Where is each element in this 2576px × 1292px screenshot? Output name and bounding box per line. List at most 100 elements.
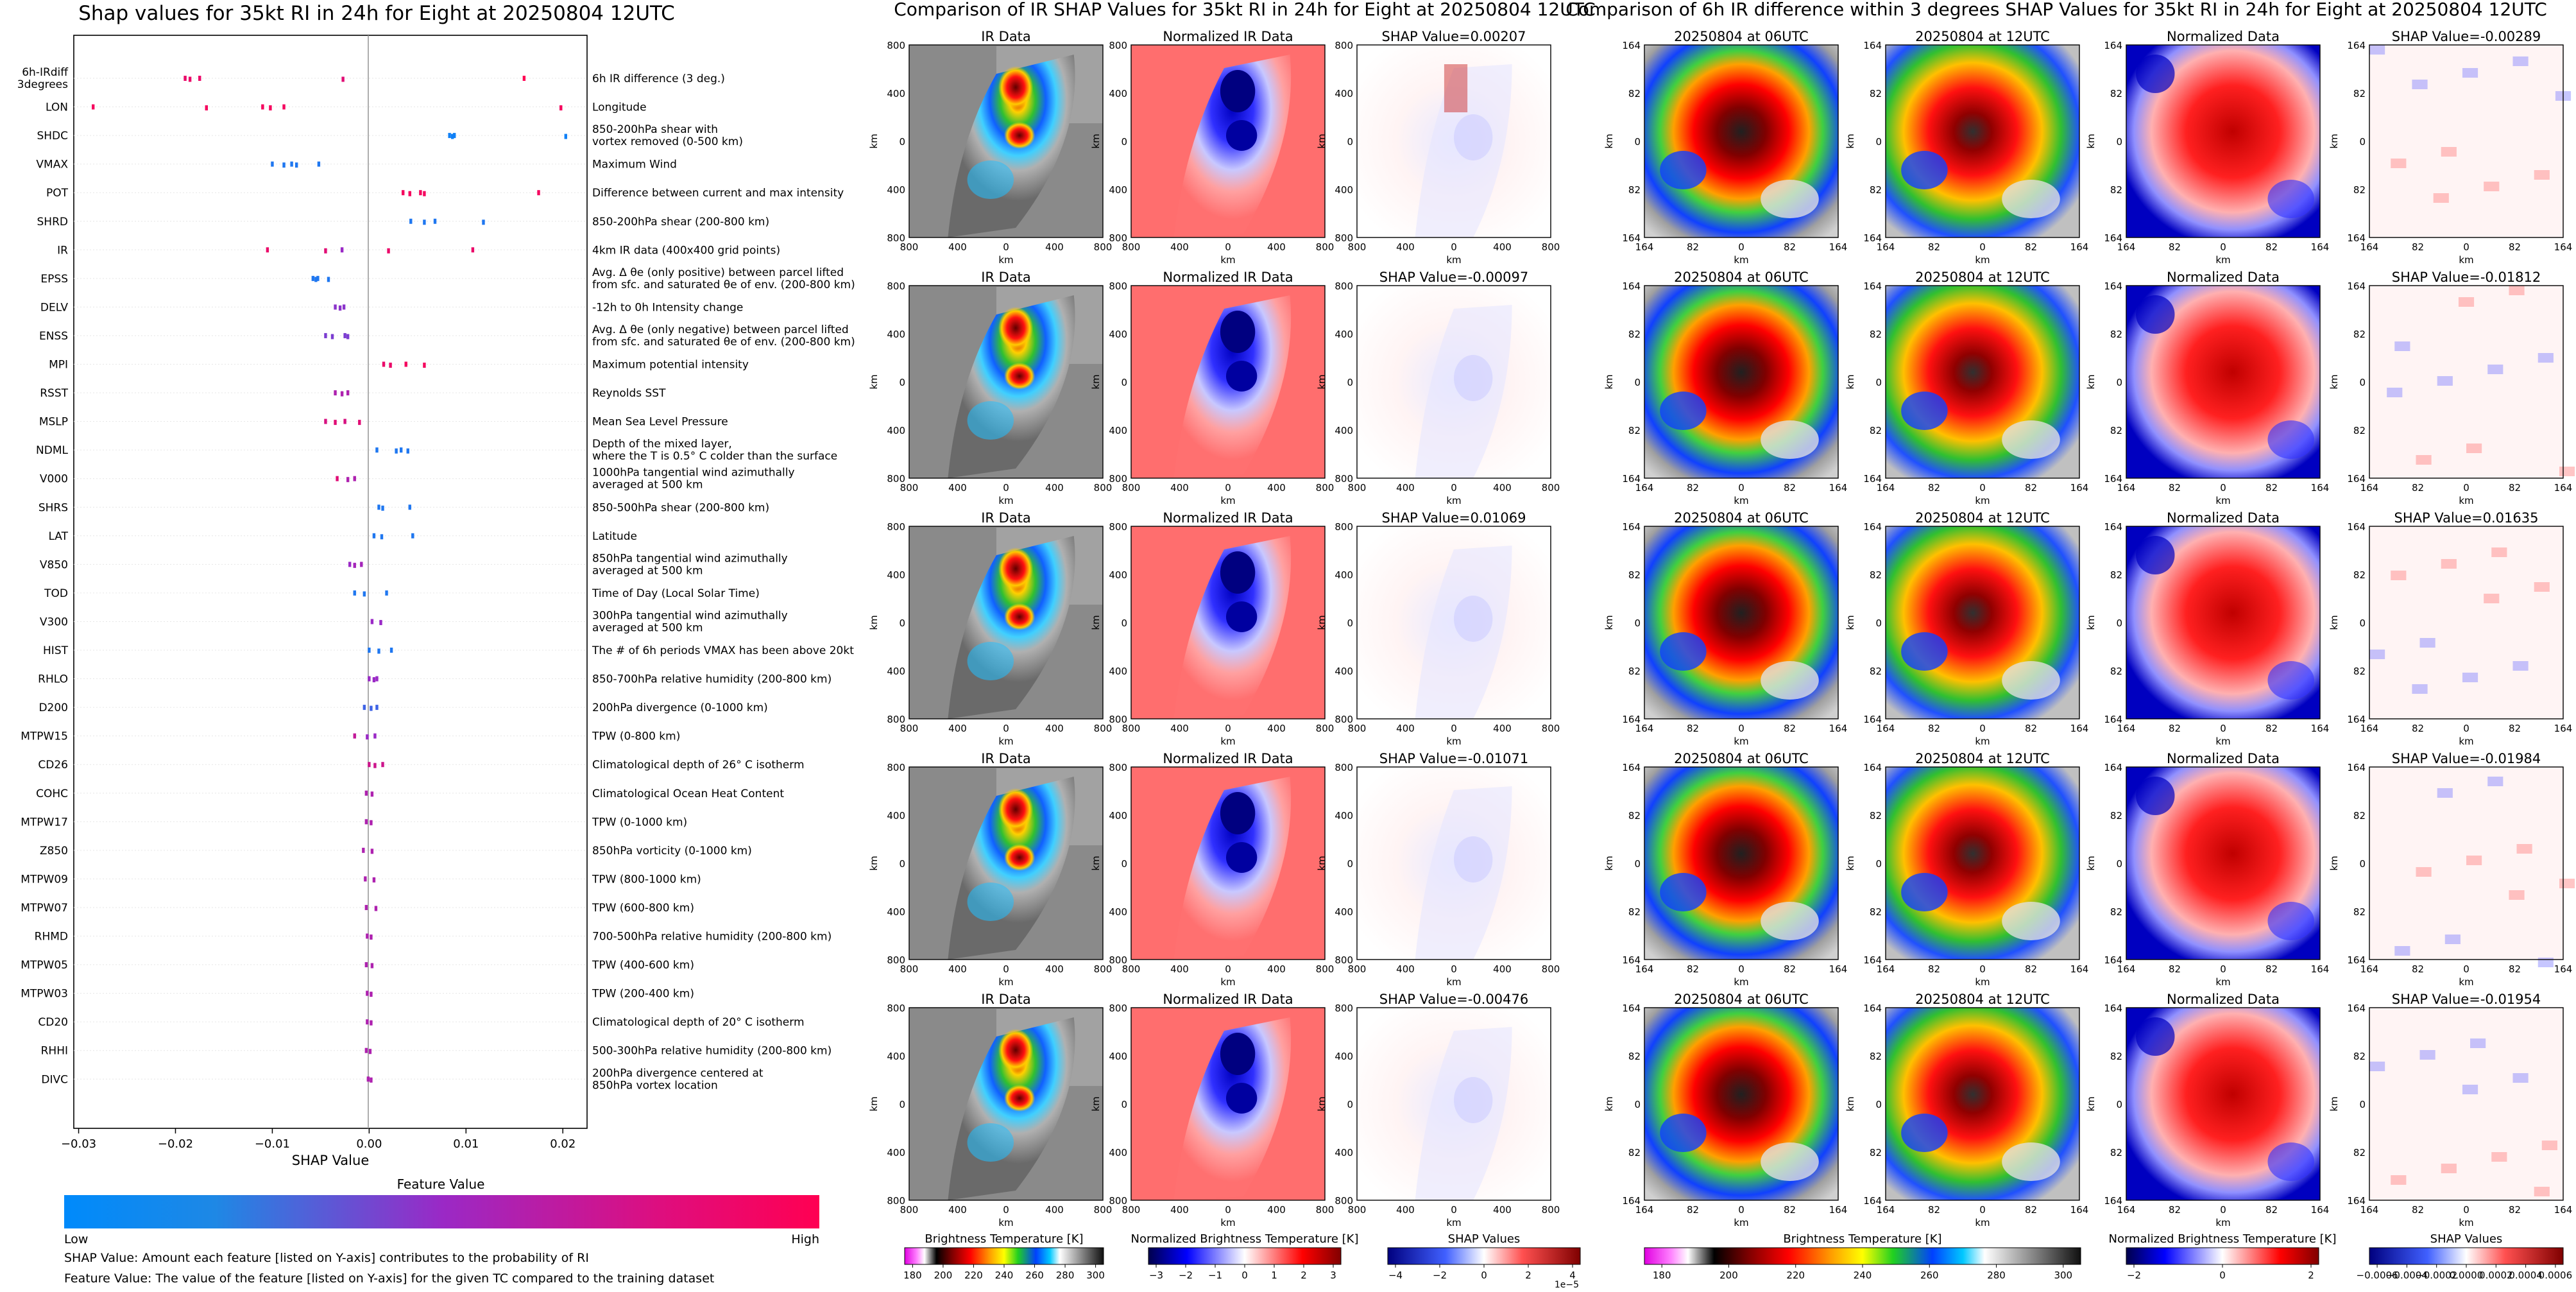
feature-code-label: DIVC [41, 1073, 68, 1086]
normalized-diff-cold [2267, 661, 2314, 700]
colorbar-gradient [1644, 1247, 2081, 1265]
x-tick-label: 0 [1451, 963, 1457, 975]
x-tick-label: 800 [1122, 241, 1141, 253]
shap-point [408, 504, 411, 510]
x-tick-label: 164 [2117, 723, 2136, 734]
shap-point [314, 277, 318, 282]
y-tick-label: 164 [1863, 954, 1882, 966]
panel-frame [1885, 285, 2080, 479]
note-shap-value: SHAP Value: Amount each feature [listed … [64, 1251, 589, 1265]
y-tick-label: 0 [2359, 858, 2366, 870]
y-tick-label: 82 [2110, 329, 2122, 340]
colorbar-tick-label: 220 [1786, 1270, 1805, 1281]
x-axis-label: km [2459, 495, 2473, 506]
x-axis-label: km [1975, 1217, 1990, 1228]
y-tick-label: 800 [887, 280, 905, 292]
shap-point [336, 476, 339, 481]
y-tick-label: 164 [2104, 762, 2122, 773]
x-tick-label: 800 [1094, 482, 1113, 494]
shap-point [370, 963, 374, 969]
x-axis-label: km [2215, 736, 2230, 747]
y-tick-label: 164 [1863, 473, 1882, 485]
diff-shap-patch [2512, 661, 2529, 671]
feature-code-label: CD20 [38, 1016, 68, 1029]
y-tick-label: 164 [1622, 473, 1641, 485]
x-axis-label: km [998, 495, 1013, 506]
y-tick-label: 164 [2104, 232, 2122, 244]
feature-code-label: POT [46, 187, 69, 200]
y-tick-label: 82 [2353, 425, 2366, 436]
colorbar-label: Brightness Temperature [K] [1783, 1232, 1941, 1246]
x-axis-label: km [2215, 495, 2230, 506]
x-tick-label: 0 [2220, 963, 2226, 975]
shap-point [450, 134, 454, 139]
colorbar-tick-label: 240 [1854, 1270, 1872, 1281]
diff-shap-patch [2369, 45, 2385, 55]
feature-code-label: MTPW09 [21, 873, 68, 886]
y-axis-label: km [868, 1096, 880, 1111]
y-tick-label: 82 [1870, 184, 1882, 196]
y-tick-label: 164 [1622, 714, 1641, 725]
diff-clear-region [2002, 661, 2060, 700]
x-tick-label: 164 [2360, 723, 2379, 734]
shap-point [411, 533, 414, 538]
colorbar-tick-label: 0.0002 [2479, 1270, 2513, 1281]
diff-shap-patch [2509, 890, 2525, 900]
x-axis-label: km [2215, 1217, 2230, 1228]
shap-point [311, 275, 315, 281]
y-tick-label: 82 [1870, 329, 1882, 340]
colorbar-gradient [2126, 1247, 2319, 1265]
colorbar-tick-label: 300 [1086, 1270, 1105, 1281]
x-axis-label: km [1975, 976, 1990, 988]
y-tick-label: 164 [2347, 40, 2366, 51]
shap-point [406, 448, 409, 454]
feature-code-label: MTPW15 [21, 730, 68, 743]
x-tick-label: 164 [2554, 1204, 2573, 1216]
panel-title: SHAP Value=0.01635 [2394, 510, 2539, 526]
shap-negative-region [1454, 836, 1493, 883]
y-tick-label: 0 [1634, 136, 1641, 148]
x-tick-label: 800 [1316, 963, 1335, 975]
y-tick-label: 800 [1335, 521, 1353, 533]
y-axis-label: km [1603, 1096, 1615, 1111]
colorbar-label: Normalized Brightness Temperature [K] [1131, 1232, 1359, 1246]
shap-point [453, 133, 456, 139]
shap-point [358, 420, 361, 426]
y-tick-label: 164 [1622, 232, 1641, 244]
low-label: Low [64, 1232, 88, 1246]
feature-code-label: DELV [40, 301, 68, 314]
x-tick-label: 82 [2169, 723, 2181, 734]
x-tick-label: 0 [1225, 482, 1231, 494]
feature-description-label: averaged at 500 km [592, 479, 703, 492]
y-tick-label: 164 [1622, 954, 1641, 966]
y-tick-label: 82 [2110, 184, 2122, 196]
diff-shap-patch [2512, 1073, 2529, 1083]
x-tick-label: 0 [1003, 1204, 1009, 1216]
shap-point [340, 391, 344, 397]
y-tick-label: 82 [1628, 906, 1641, 918]
x-tick-label: 164 [2070, 723, 2089, 734]
x-tick-label: 164 [1877, 482, 1895, 494]
x-axis-label: km [1220, 736, 1235, 747]
note-feature-value: Feature Value: The value of the feature … [64, 1271, 714, 1286]
panel-frame [2126, 526, 2321, 719]
x-tick-label: 0 [1003, 723, 1009, 734]
x-tick-label: 82 [1784, 1204, 1796, 1216]
shap-point [395, 448, 398, 454]
y-tick-label: 0 [2116, 617, 2122, 629]
x-tick-label: 164 [1635, 482, 1654, 494]
diff-shap-patch [2487, 365, 2503, 374]
x-tick-label: 0 [2220, 723, 2226, 734]
feature-description-label: 700-500hPa relative humidity (200-800 km… [592, 931, 832, 943]
y-tick-label: 400 [887, 1147, 905, 1158]
panel-title: 20250804 at 12UTC [1915, 270, 2050, 285]
colorbar-tick-label: 0 [1241, 1270, 1248, 1281]
diff-shap-patch [2534, 170, 2550, 180]
feature-code-label: V000 [40, 473, 68, 486]
